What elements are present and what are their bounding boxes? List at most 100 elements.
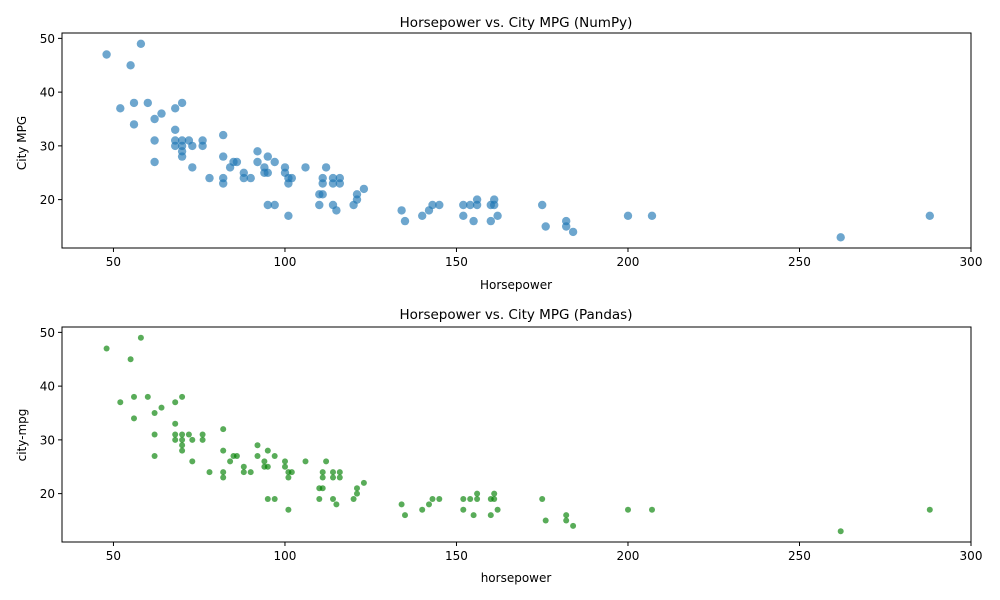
data-point — [474, 496, 481, 502]
data-point — [264, 496, 271, 502]
data-points — [102, 39, 934, 242]
x-axis-ticks: 50 100 150 200 250 300 — [106, 248, 983, 269]
data-point — [233, 453, 240, 459]
data-point — [150, 136, 159, 145]
data-point — [143, 98, 152, 108]
data-point — [315, 200, 324, 210]
data-point — [144, 393, 151, 400]
data-point — [359, 184, 369, 194]
data-point — [179, 447, 186, 454]
data-point — [352, 195, 362, 204]
data-point — [397, 206, 406, 215]
data-point — [354, 485, 360, 492]
data-point — [429, 496, 436, 502]
data-point — [131, 415, 137, 422]
data-point — [157, 109, 166, 118]
data-point — [490, 200, 499, 210]
x-tick-label: 250 — [788, 549, 811, 563]
data-point — [563, 512, 570, 519]
data-point — [330, 474, 336, 481]
data-point — [925, 211, 934, 220]
y-tick-label: 20 — [40, 193, 55, 207]
data-point — [220, 469, 227, 476]
y-tick-label: 40 — [40, 86, 55, 100]
data-point — [285, 506, 292, 513]
data-point — [219, 179, 228, 188]
data-point — [318, 190, 327, 199]
data-point — [240, 463, 247, 470]
data-point — [282, 463, 288, 470]
data-point — [562, 222, 571, 231]
data-point — [172, 436, 179, 443]
data-point — [129, 98, 139, 108]
y-tick-label: 20 — [40, 487, 55, 501]
data-point — [220, 426, 227, 433]
data-point — [137, 334, 144, 341]
data-point — [333, 501, 340, 508]
data-point — [487, 512, 494, 519]
data-point — [171, 125, 180, 134]
y-tick-label: 50 — [40, 32, 55, 46]
data-point — [837, 528, 844, 535]
data-point — [469, 216, 478, 226]
x-tick-label: 300 — [960, 255, 983, 269]
data-point — [227, 458, 234, 465]
data-point — [131, 393, 137, 400]
data-point — [330, 496, 336, 502]
data-point — [172, 431, 179, 438]
data-point — [625, 506, 631, 513]
data-point — [491, 496, 498, 502]
data-point — [330, 469, 336, 476]
data-point — [271, 496, 278, 502]
data-point — [127, 356, 134, 363]
data-point — [205, 173, 214, 183]
data-point — [254, 453, 261, 459]
data-point — [261, 458, 268, 465]
data-point — [270, 200, 279, 210]
data-point — [179, 431, 186, 438]
chart-pandas: Horsepower vs. City MPG (Pandas) 50 100 15… — [15, 307, 982, 585]
data-point — [319, 485, 326, 492]
data-point — [179, 393, 186, 400]
data-point — [491, 490, 498, 497]
data-point — [321, 163, 331, 172]
data-point — [460, 496, 467, 502]
x-axis-label: Horsepower — [480, 278, 552, 292]
data-point — [350, 496, 357, 502]
data-point — [189, 436, 196, 443]
y-tick-label: 40 — [40, 380, 55, 394]
data-point — [400, 216, 410, 226]
data-point — [171, 141, 180, 151]
data-point — [126, 61, 135, 70]
data-point — [332, 206, 341, 215]
plot-frame — [61, 32, 972, 249]
data-point — [402, 512, 408, 519]
data-point — [460, 506, 467, 513]
plot-frame — [61, 326, 972, 543]
data-point — [158, 404, 165, 411]
data-point — [418, 211, 427, 220]
x-tick-label: 200 — [617, 549, 640, 563]
data-point — [270, 157, 279, 167]
data-point — [220, 447, 227, 454]
data-points — [103, 334, 933, 535]
data-point — [151, 453, 158, 459]
data-point — [470, 512, 477, 519]
data-point — [336, 469, 343, 476]
data-point — [472, 200, 482, 210]
data-point — [264, 463, 271, 470]
x-tick-label: 150 — [445, 255, 468, 269]
data-point — [542, 517, 549, 524]
data-point — [263, 200, 272, 210]
x-tick-label: 100 — [274, 255, 297, 269]
data-point — [171, 104, 180, 113]
data-point — [220, 474, 227, 481]
data-point — [538, 200, 547, 210]
y-tick-label: 30 — [40, 433, 55, 447]
data-point — [539, 496, 546, 502]
y-axis-label: city-mpg — [15, 409, 29, 462]
chart-numpy: Horsepower vs. City MPG (NumPy) 50 100 150… — [15, 15, 982, 292]
data-point — [150, 114, 159, 124]
chart-title: Horsepower vs. City MPG (NumPy) — [400, 15, 633, 31]
x-tick-label: 300 — [960, 549, 983, 563]
